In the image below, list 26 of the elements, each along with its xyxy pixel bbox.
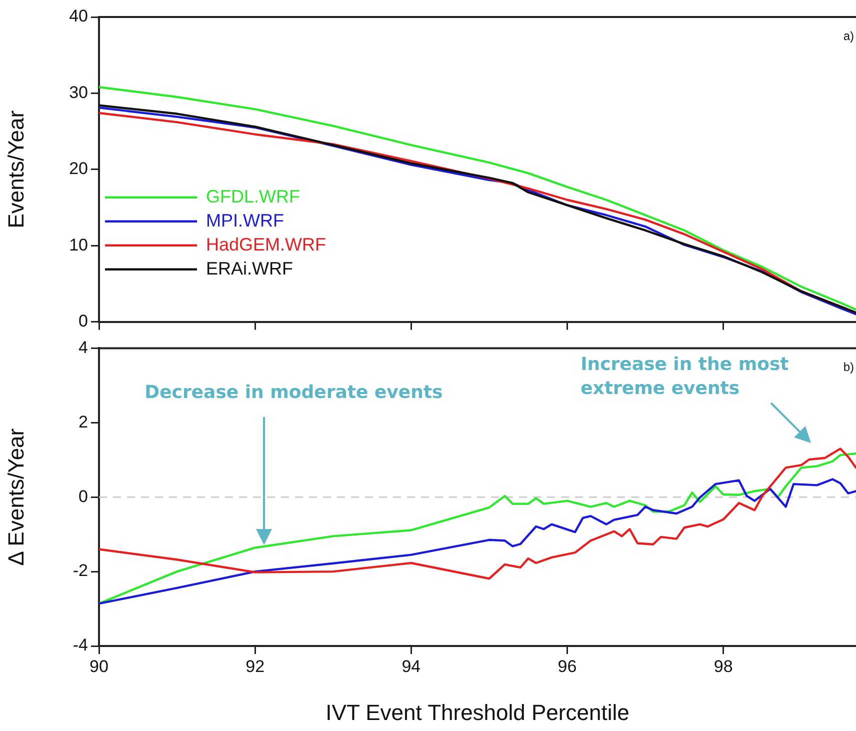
y-tick-label: -4	[72, 636, 88, 655]
y-tick-label: 0	[78, 486, 88, 506]
y-axis-title: Δ Events/Year	[3, 428, 28, 566]
annotation: Decrease in moderate events	[144, 380, 443, 405]
x-tick-label: 92	[246, 656, 265, 676]
x-tick-label: 90	[90, 656, 108, 676]
annotation: Increase in the most extreme events	[580, 353, 790, 402]
y-tick-label: 10	[69, 235, 88, 254]
y-tick-label: 4	[78, 338, 88, 357]
annotation: b)	[843, 360, 854, 374]
y-tick-label: 30	[69, 82, 88, 102]
text: ERAi.WRF	[206, 258, 293, 278]
text: GFDL.WRF	[206, 186, 300, 206]
text: HadGEM.WRF	[206, 234, 326, 254]
y-tick-label: 20	[69, 159, 88, 178]
text: MPI.WRF	[206, 210, 284, 230]
y-tick-label: 40	[69, 6, 88, 26]
x-axis-title: IVT Event Threshold Percentile	[326, 700, 630, 725]
y-tick-label: 0	[78, 311, 88, 330]
x-tick-label: 96	[558, 656, 577, 676]
x-tick-label: 94	[402, 656, 421, 676]
y-axis-title: Events/Year	[3, 110, 28, 228]
x-tick-label: 98	[714, 656, 733, 676]
y-tick-label: 2	[78, 412, 88, 432]
annotation: a)	[843, 29, 854, 43]
y-tick-label: -2	[72, 561, 88, 580]
